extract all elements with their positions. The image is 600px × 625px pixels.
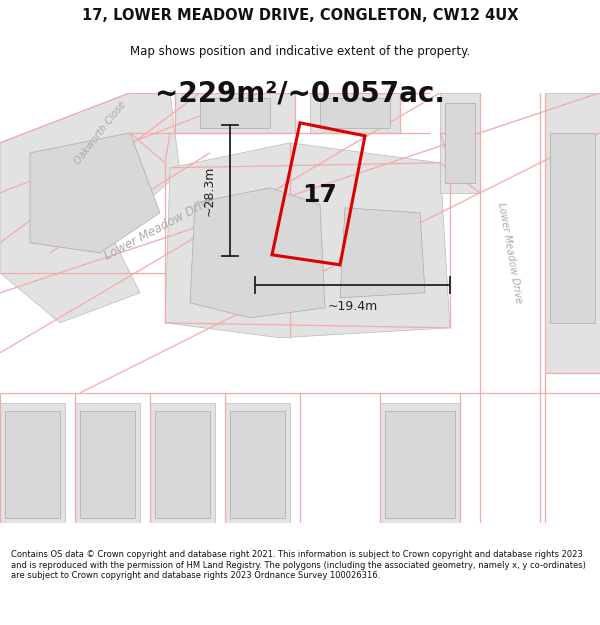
- Polygon shape: [225, 402, 290, 522]
- Polygon shape: [0, 392, 600, 522]
- Text: Map shows position and indicative extent of the property.: Map shows position and indicative extent…: [130, 45, 470, 58]
- Polygon shape: [440, 92, 480, 192]
- Polygon shape: [80, 411, 135, 518]
- Text: Lower Meadow Drive: Lower Meadow Drive: [103, 193, 218, 262]
- Polygon shape: [0, 92, 180, 322]
- Polygon shape: [445, 102, 475, 182]
- Polygon shape: [190, 188, 325, 318]
- Text: ~19.4m: ~19.4m: [328, 300, 377, 312]
- Polygon shape: [340, 208, 425, 298]
- Text: Contains OS data © Crown copyright and database right 2021. This information is : Contains OS data © Crown copyright and d…: [11, 550, 586, 580]
- Text: 17: 17: [302, 182, 337, 206]
- Text: ~28.3m: ~28.3m: [203, 165, 216, 216]
- Polygon shape: [200, 98, 270, 128]
- Polygon shape: [0, 92, 600, 392]
- Polygon shape: [75, 402, 140, 522]
- Polygon shape: [230, 411, 285, 518]
- Polygon shape: [130, 92, 430, 132]
- Polygon shape: [320, 98, 390, 128]
- Text: Lower Meadow Drive: Lower Meadow Drive: [496, 202, 524, 304]
- Text: ~229m²/~0.057ac.: ~229m²/~0.057ac.: [155, 80, 445, 107]
- Text: Oakworth Close: Oakworth Close: [73, 99, 128, 166]
- Polygon shape: [155, 411, 210, 518]
- Polygon shape: [175, 92, 295, 132]
- Polygon shape: [165, 142, 450, 338]
- Polygon shape: [0, 402, 65, 522]
- Polygon shape: [385, 411, 455, 518]
- Polygon shape: [550, 132, 595, 322]
- Polygon shape: [150, 402, 215, 522]
- Polygon shape: [30, 132, 160, 252]
- Polygon shape: [0, 92, 260, 252]
- Text: 17, LOWER MEADOW DRIVE, CONGLETON, CW12 4UX: 17, LOWER MEADOW DRIVE, CONGLETON, CW12 …: [82, 8, 518, 23]
- Polygon shape: [380, 402, 460, 522]
- Polygon shape: [5, 411, 60, 518]
- Polygon shape: [480, 92, 540, 522]
- Polygon shape: [545, 92, 600, 372]
- Polygon shape: [310, 92, 400, 132]
